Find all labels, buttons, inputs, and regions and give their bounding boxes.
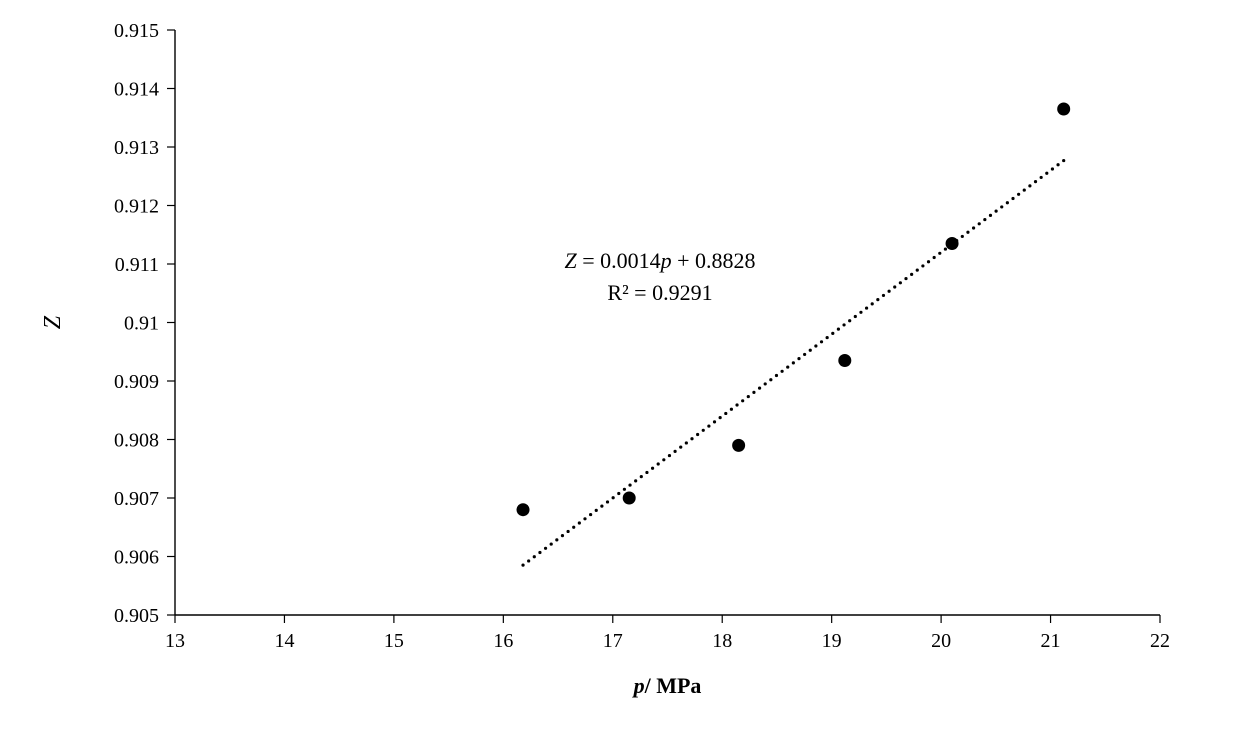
y-tick-label: 0.911 (115, 254, 159, 276)
trendline (521, 159, 1065, 567)
y-tick-label: 0.914 (114, 79, 159, 101)
data-series (517, 102, 1071, 516)
y-tick-label: 0.913 (114, 137, 159, 159)
y-tick-label: 0.908 (114, 430, 159, 452)
y-tick-label: 0.91 (124, 313, 159, 335)
y-tick-label: 0.906 (114, 547, 159, 569)
data-point (1057, 102, 1070, 115)
chart-container: p/ MPa Z Z = 0.0014p + 0.8828 R² = 0.929… (0, 0, 1239, 737)
y-tick-label: 0.905 (114, 605, 159, 627)
x-axis-title: p/ MPa (632, 673, 702, 698)
data-point (623, 492, 636, 505)
y-tick-label: 0.907 (114, 488, 159, 510)
scatter-chart: 13 14 15 16 17 18 19 20 21 22 0.905 0.906 0.907 0.908… (0, 0, 1239, 737)
r-squared: R² = 0.9291 (607, 280, 712, 305)
data-point (517, 503, 530, 516)
x-tick-label: 17 (603, 630, 623, 652)
data-point (732, 439, 745, 452)
x-tick-label: 19 (822, 630, 842, 652)
x-tick-label: 18 (712, 630, 732, 652)
x-tick-label: 16 (493, 630, 513, 652)
y-tick-label: 0.912 (114, 196, 159, 218)
y-tick-label: 0.915 (114, 20, 159, 42)
data-point (838, 354, 851, 367)
x-tick-label: 15 (384, 630, 404, 652)
x-tick-label: 21 (1041, 630, 1061, 652)
x-tick-label: 13 (165, 630, 185, 652)
x-tick-label: 20 (931, 630, 951, 652)
y-axis-title: Z (40, 315, 66, 329)
x-tick-label: 22 (1150, 630, 1170, 652)
y-tick-label: 0.909 (114, 371, 159, 393)
regression-equation: Z = 0.0014p + 0.8828 (564, 248, 755, 273)
data-point (946, 237, 959, 250)
x-tick-label: 14 (274, 630, 294, 652)
